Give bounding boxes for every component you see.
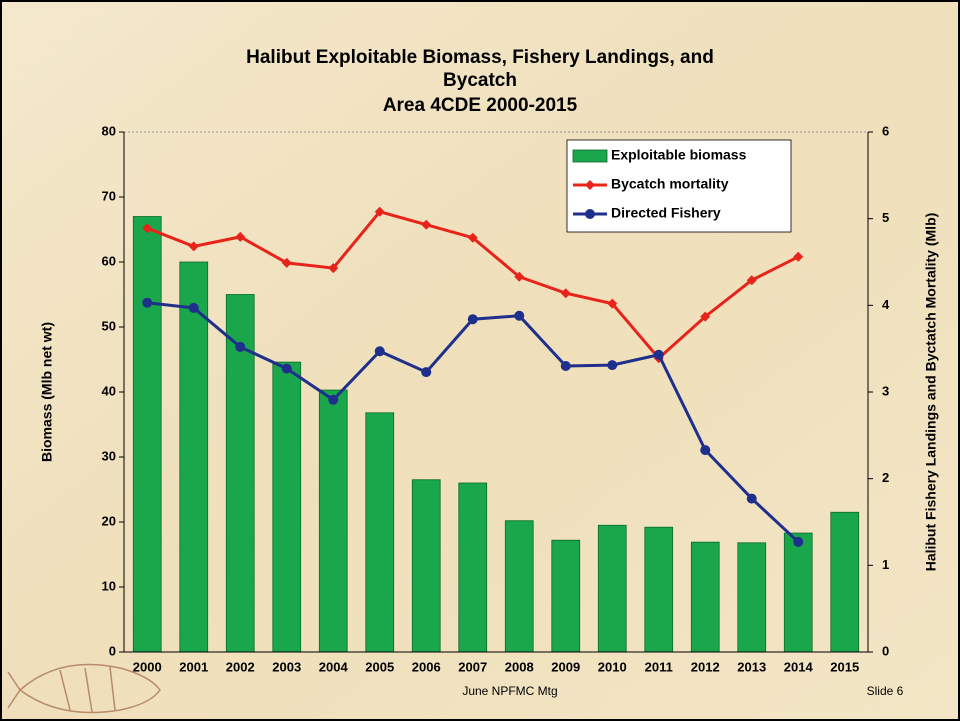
bar xyxy=(597,524,627,653)
y-tick-label: 10 xyxy=(102,578,116,593)
legend-swatch xyxy=(572,149,608,163)
marker xyxy=(793,251,804,262)
bar xyxy=(225,294,255,653)
x-tick-label: 2014 xyxy=(784,659,814,674)
y2-axis-label: Halibut Fishery Landings and Byctatch Mo… xyxy=(923,213,939,572)
x-tick-label: 2008 xyxy=(505,659,534,674)
y2-tick-label: 5 xyxy=(882,210,889,225)
bar xyxy=(179,261,209,653)
footer-right: Slide 6 xyxy=(867,684,904,698)
marker xyxy=(607,360,618,371)
marker xyxy=(467,232,478,243)
x-tick-label: 2007 xyxy=(458,659,487,674)
y-tick-label: 20 xyxy=(102,513,116,528)
y2-tick-label: 6 xyxy=(882,123,889,138)
x-tick-label: 2006 xyxy=(412,659,441,674)
marker xyxy=(188,241,199,252)
y-tick-label: 30 xyxy=(102,448,116,463)
y2-tick-label: 2 xyxy=(882,470,889,485)
bar xyxy=(411,479,441,653)
marker xyxy=(328,394,339,405)
x-tick-label: 2004 xyxy=(319,659,349,674)
marker xyxy=(560,361,571,371)
y-tick-label: 70 xyxy=(102,188,116,203)
marker xyxy=(421,219,432,230)
x-tick-label: 2010 xyxy=(598,659,627,674)
marker xyxy=(653,349,664,360)
chart-title: Bycatch xyxy=(443,70,517,91)
marker xyxy=(281,257,292,268)
bar xyxy=(458,482,488,653)
legend-label: Bycatch mortality xyxy=(611,176,729,192)
y-axis-label: Biomass (Mlb net wt) xyxy=(39,322,55,462)
legend-marker xyxy=(585,180,595,190)
marker xyxy=(700,445,711,456)
footer-left: June NPFMC Mtg xyxy=(462,684,557,698)
marker xyxy=(235,341,246,352)
marker xyxy=(560,288,571,299)
legend-label: Directed Fishery xyxy=(611,205,721,221)
x-tick-label: 2013 xyxy=(737,659,766,674)
y2-tick-label: 4 xyxy=(882,297,890,312)
bar xyxy=(318,389,348,653)
marker xyxy=(142,223,153,234)
marker xyxy=(514,310,525,321)
bar xyxy=(644,526,674,653)
bar xyxy=(690,541,720,653)
y2-tick-label: 1 xyxy=(882,557,889,572)
x-tick-label: 2003 xyxy=(272,659,301,674)
legend-marker xyxy=(585,209,595,219)
bar xyxy=(132,216,162,653)
marker xyxy=(374,206,385,217)
bar xyxy=(737,542,767,653)
x-tick-label: 2011 xyxy=(645,659,673,674)
bar xyxy=(365,412,395,653)
y-tick-label: 60 xyxy=(102,253,116,268)
legend-label: Exploitable biomass xyxy=(611,147,747,163)
bar xyxy=(783,532,813,653)
marker xyxy=(188,302,199,313)
chart-subtitle: Area 4CDE 2000-2015 xyxy=(383,95,578,116)
bar xyxy=(504,520,534,653)
x-tick-label: 2002 xyxy=(226,659,255,674)
marker xyxy=(700,311,711,322)
y-tick-label: 0 xyxy=(109,643,116,658)
bar xyxy=(830,511,860,653)
bar xyxy=(272,361,302,653)
marker xyxy=(746,275,757,286)
marker xyxy=(328,263,339,274)
y-tick-label: 40 xyxy=(102,383,116,398)
chart-title: Halibut Exploitable Biomass, Fishery Lan… xyxy=(246,47,714,68)
marker xyxy=(746,493,757,504)
marker xyxy=(281,363,292,374)
x-tick-label: 2000 xyxy=(133,659,162,674)
marker xyxy=(421,367,432,378)
x-tick-label: 2012 xyxy=(691,659,720,674)
marker xyxy=(607,298,618,309)
fish-decoration xyxy=(7,663,161,714)
x-tick-label: 2005 xyxy=(365,659,394,674)
y-tick-label: 80 xyxy=(102,123,116,138)
bar xyxy=(551,539,581,653)
marker xyxy=(235,231,246,242)
y2-tick-label: 0 xyxy=(882,643,889,658)
marker xyxy=(142,297,153,308)
marker xyxy=(793,536,804,547)
y2-tick-label: 3 xyxy=(882,383,889,398)
x-tick-label: 2001 xyxy=(179,659,208,674)
x-tick-label: 2009 xyxy=(551,659,580,674)
y-tick-label: 50 xyxy=(102,318,116,333)
marker xyxy=(467,314,478,325)
marker xyxy=(374,346,385,357)
marker xyxy=(514,271,525,282)
x-tick-label: 2015 xyxy=(830,659,859,674)
